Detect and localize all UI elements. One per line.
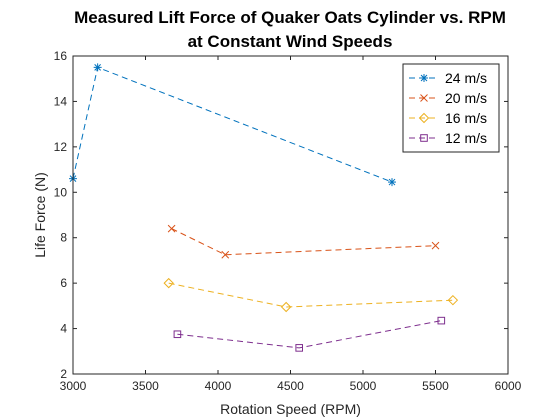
x-tick-label: 5000 (350, 379, 377, 393)
legend-label: 24 m/s (445, 70, 487, 86)
x-axis-label: Rotation Speed (RPM) (220, 401, 361, 417)
y-tick-label: 8 (60, 231, 67, 245)
y-tick-label: 4 (60, 322, 67, 336)
chart-title-line-2: at Constant Wind Speeds (188, 32, 393, 51)
x-tick-label: 4500 (277, 379, 304, 393)
legend-label: 12 m/s (445, 130, 487, 146)
data-point-marker (420, 74, 428, 82)
y-tick-label: 12 (54, 140, 68, 154)
y-tick-label: 14 (54, 94, 68, 108)
legend-label: 20 m/s (445, 90, 487, 106)
legend-label: 16 m/s (445, 110, 487, 126)
data-point-marker (94, 63, 102, 71)
chart-title-line-1: Measured Lift Force of Quaker Oats Cylin… (74, 8, 506, 27)
x-tick-label: 4000 (205, 379, 232, 393)
y-tick-label: 6 (60, 276, 67, 290)
data-point-marker (388, 178, 396, 186)
y-axis-label: Life Force (N) (32, 172, 48, 258)
y-tick-label: 16 (54, 49, 68, 63)
x-tick-label: 6000 (495, 379, 522, 393)
legend: 24 m/s 20 m/s 16 m/s 12 m/s (403, 64, 499, 152)
x-tick-label: 3000 (60, 379, 87, 393)
y-tick-label: 10 (54, 185, 68, 199)
x-tick-label: 5500 (422, 379, 449, 393)
x-tick-label: 3500 (132, 379, 159, 393)
y-tick-label: 2 (60, 367, 67, 381)
